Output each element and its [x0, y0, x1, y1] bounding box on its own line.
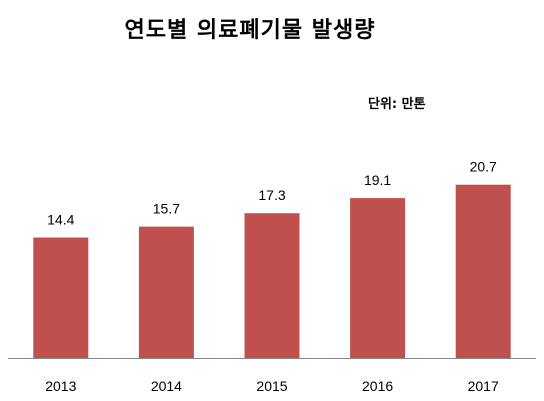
- x-axis-tick-labels: 2013 2014 2015 2016 2017: [45, 378, 499, 394]
- x-tick-label-2014: 2014: [151, 378, 182, 394]
- unit-label: 단위: 만톤: [368, 97, 426, 112]
- bar-2013: [33, 237, 89, 358]
- x-tick-label-2015: 2015: [256, 378, 287, 394]
- x-tick-label-2013: 2013: [45, 378, 76, 394]
- data-label-2017: 20.7: [470, 159, 497, 175]
- bar-2015: [244, 213, 300, 358]
- data-label-2013: 14.4: [47, 212, 74, 228]
- x-tick-label-2016: 2016: [362, 378, 393, 394]
- chart-title: 연도별 의료폐기물 발생량: [124, 18, 376, 43]
- data-label-2016: 19.1: [364, 172, 391, 188]
- data-label-group: 14.4 15.7 17.3 19.1 20.7: [47, 159, 497, 228]
- data-label-2015: 17.3: [258, 187, 285, 203]
- bar-2017: [455, 184, 511, 358]
- data-label-2014: 15.7: [153, 201, 180, 217]
- bar-2016: [350, 198, 406, 358]
- bar-group: [33, 184, 511, 358]
- x-tick-label-2017: 2017: [468, 378, 499, 394]
- bar-2014: [138, 226, 194, 358]
